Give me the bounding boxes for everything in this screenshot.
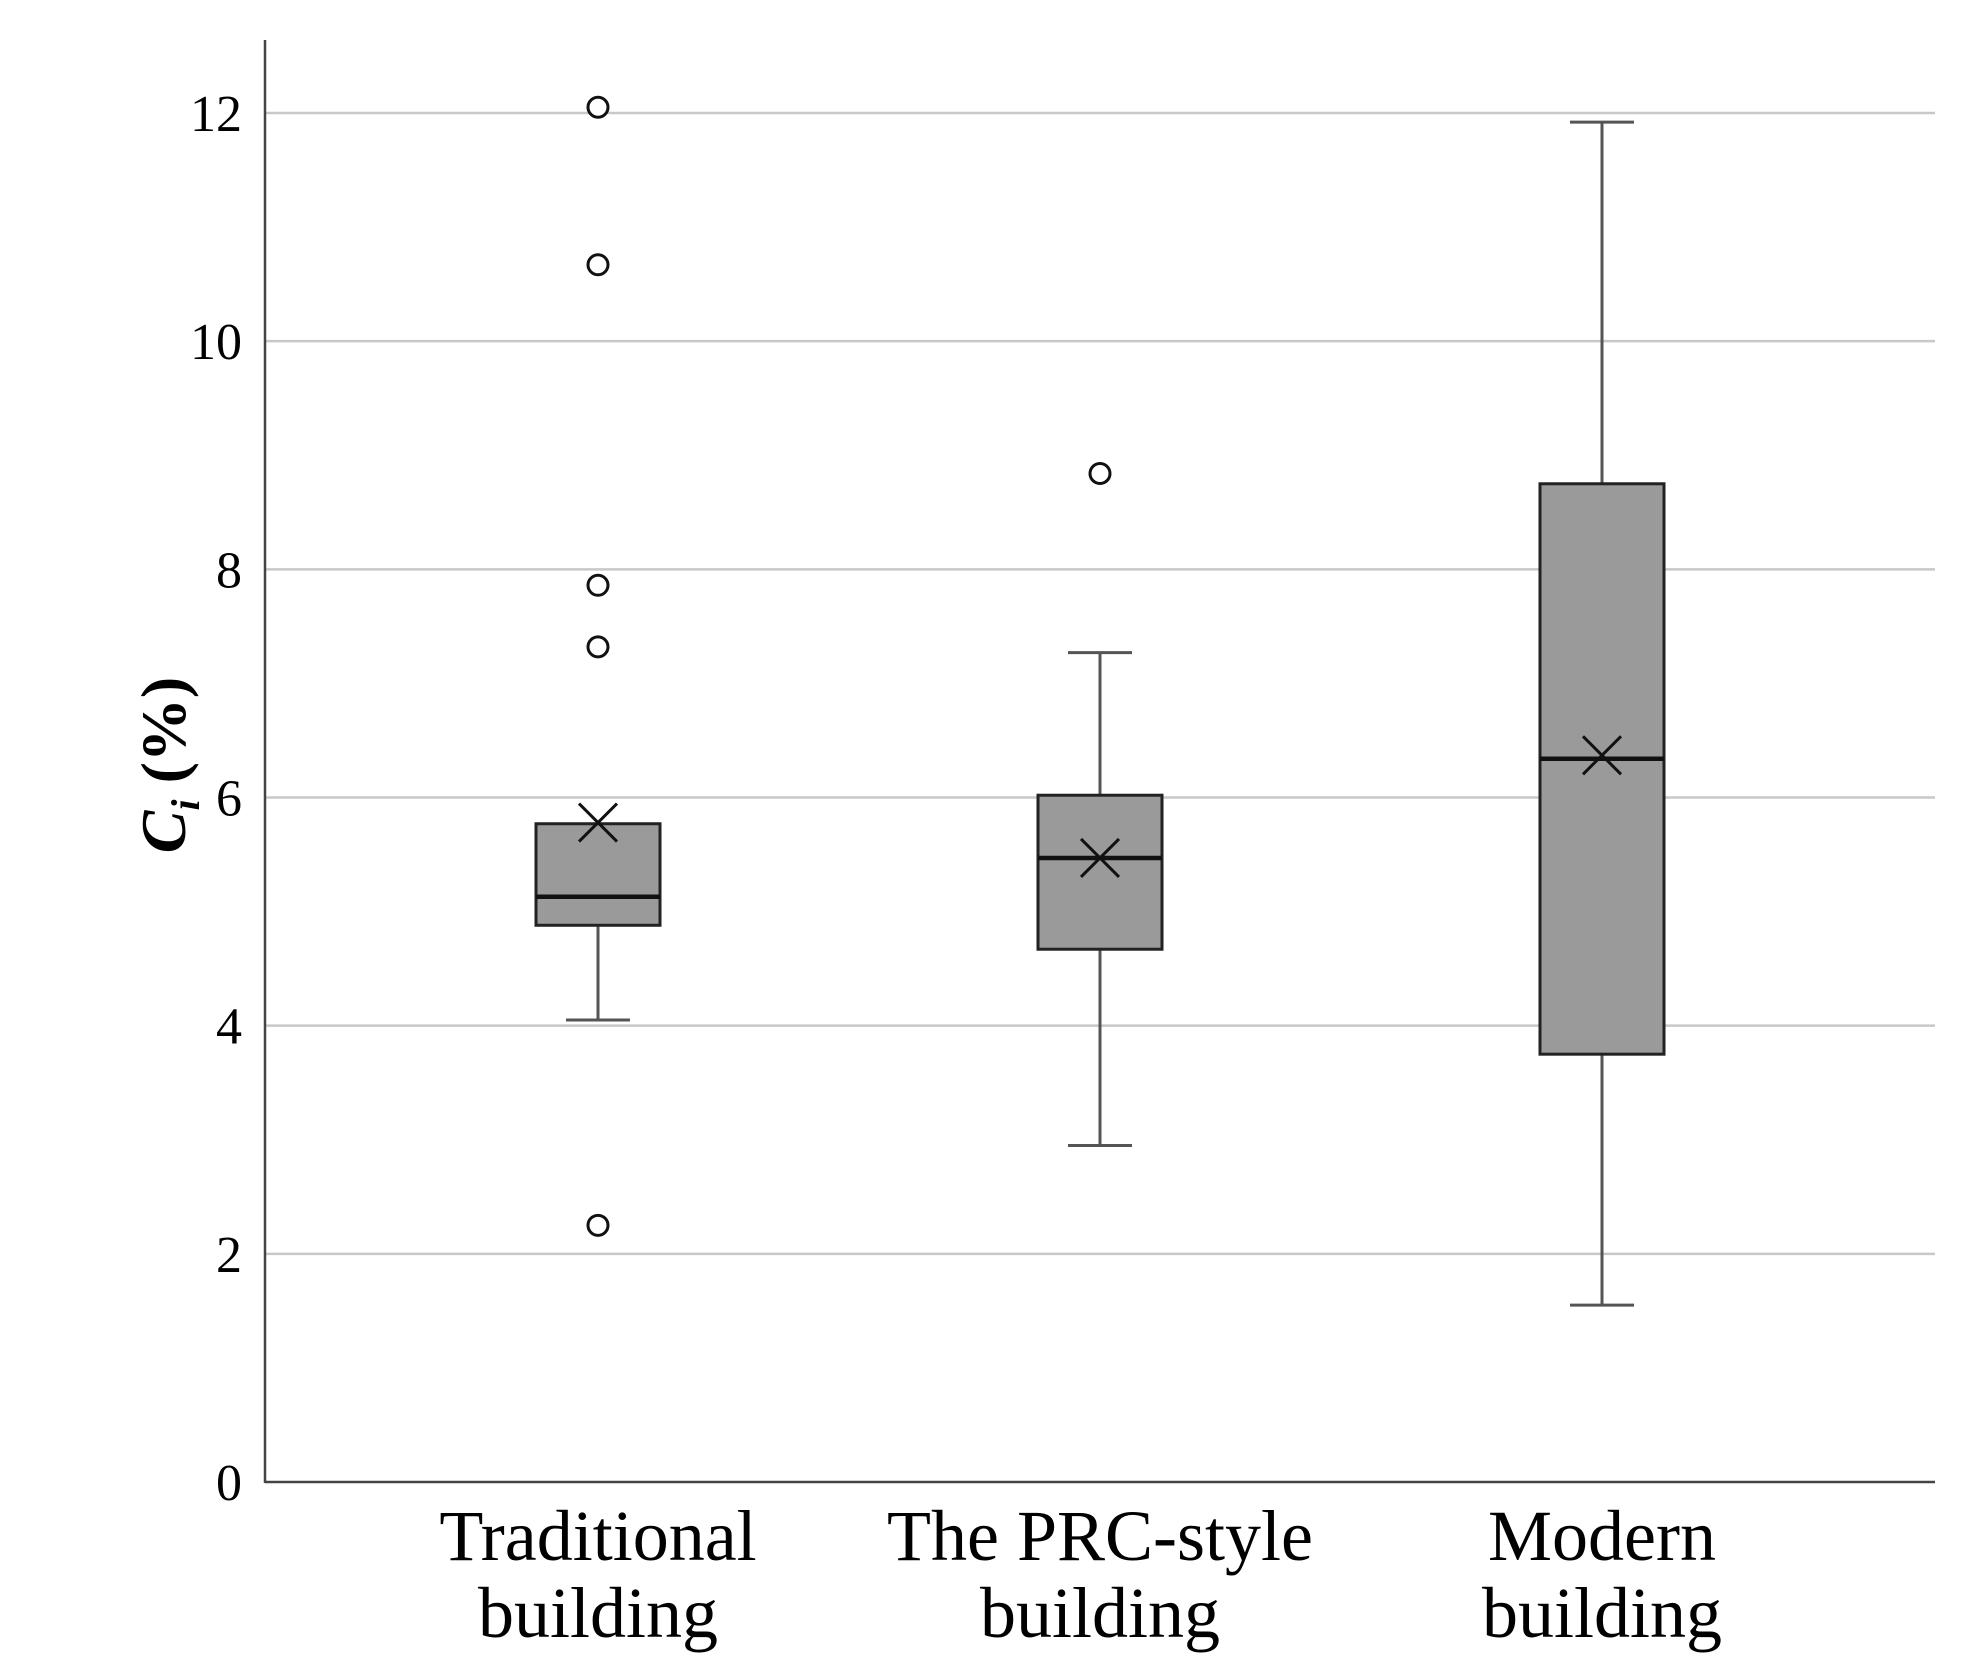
box-group	[1538, 120, 1666, 1307]
outlier-point	[1088, 462, 1112, 486]
y-axis-subscript: i	[162, 799, 208, 811]
y-axis-label: Ci (%)	[127, 677, 209, 853]
mean-marker	[577, 802, 619, 843]
iqr-box	[1538, 482, 1666, 1056]
box-group	[1036, 462, 1164, 1147]
outlier-point	[586, 95, 610, 119]
category-label-line2: building	[1482, 1573, 1722, 1653]
y-tick-label: 8	[216, 542, 242, 599]
y-tick-labels: 0 2 4 6 8 10 12	[190, 86, 242, 1512]
y-tick-label: 6	[216, 771, 242, 828]
mean-marker	[1079, 837, 1121, 879]
boxes	[534, 95, 1666, 1307]
outlier-point	[586, 573, 610, 597]
category-label-line2: building	[478, 1573, 718, 1653]
y-tick-label: 10	[190, 314, 242, 371]
outlier-point	[586, 1213, 610, 1237]
outlier-point	[586, 635, 610, 659]
iqr-box	[1036, 793, 1164, 951]
y-axis-label-area: Ci (%)	[70, 0, 208, 1676]
y-axis-unit: (%)	[128, 676, 200, 784]
category-label-line1: The PRC-style	[887, 1496, 1313, 1576]
outlier-point	[586, 253, 610, 277]
y-tick-label: 0	[216, 1455, 242, 1512]
mean-marker	[1581, 735, 1623, 776]
category-label-line1: Modern	[1488, 1496, 1716, 1576]
y-axis-symbol: C	[128, 810, 200, 854]
box-group	[534, 95, 662, 1237]
y-tick-label: 12	[190, 86, 242, 143]
category-label-line1: Traditional	[439, 1496, 756, 1576]
y-tick-label: 4	[216, 999, 242, 1056]
category-label-line2: building	[980, 1573, 1220, 1653]
y-tick-label: 2	[216, 1227, 242, 1284]
axes	[263, 40, 1935, 1484]
iqr-box	[534, 822, 662, 927]
